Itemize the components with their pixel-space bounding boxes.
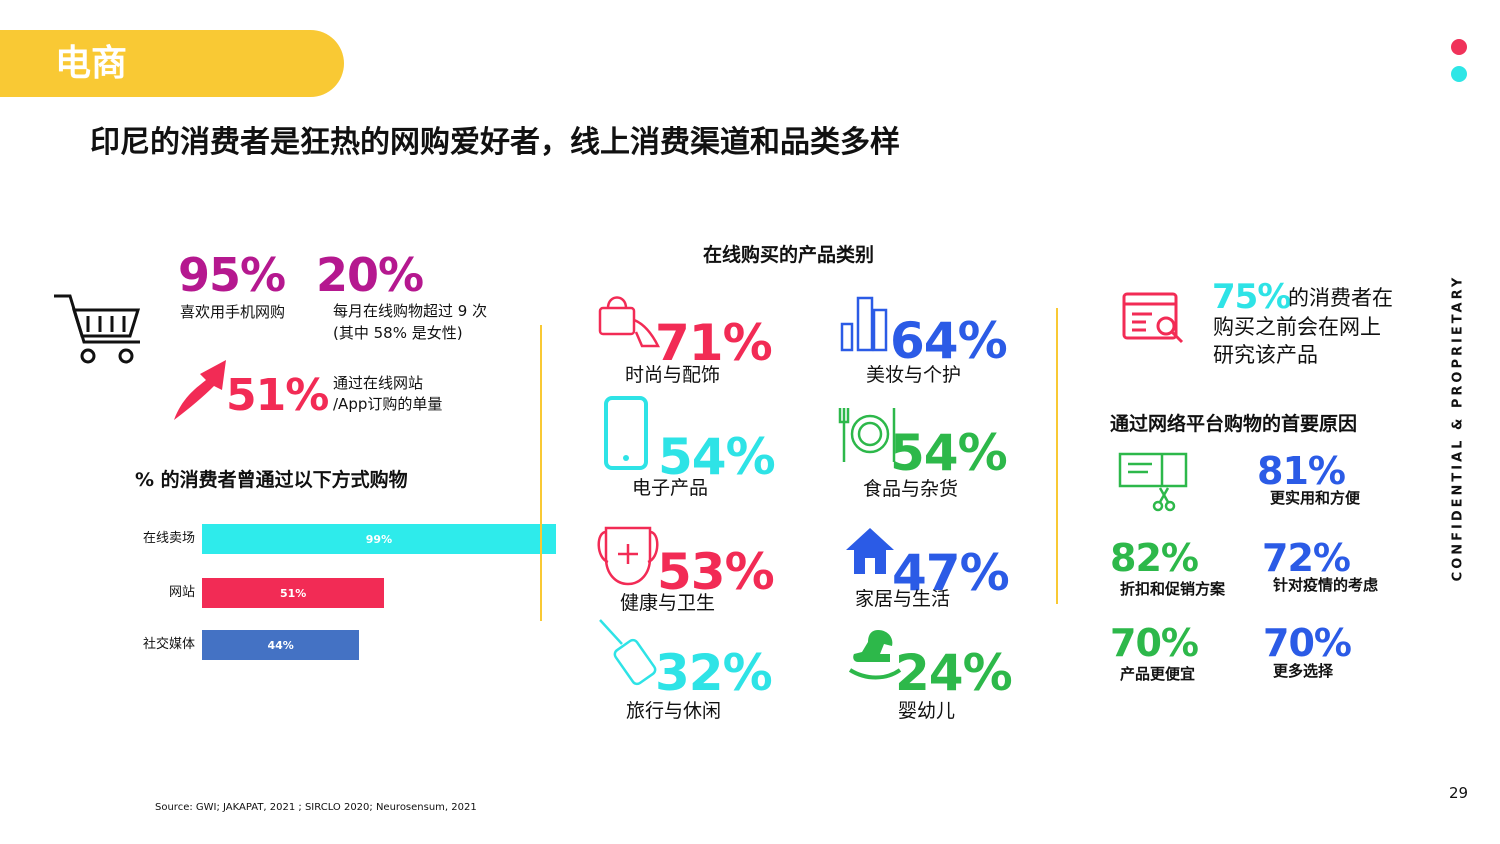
stat-text: 通过在线网站 — [333, 374, 424, 392]
categories-title: 在线购买的产品类别 — [703, 244, 875, 266]
cart-icon — [54, 294, 141, 364]
category-label: 家居与生活 — [855, 588, 951, 610]
page-number: 29 — [1449, 784, 1469, 802]
bar-value-label: 44% — [267, 639, 294, 652]
category-label: 婴幼儿 — [898, 700, 956, 722]
page-title: 印尼的消费者是狂热的网购爱好者，线上消费渠道和品类多样 — [90, 125, 900, 160]
reasons-title: 通过网络平台购物的首要原因 — [1110, 413, 1358, 435]
category-value: 53% — [657, 543, 775, 601]
mask-icon — [597, 526, 659, 586]
arrow-icon — [174, 360, 226, 420]
category-value: 24% — [895, 644, 1013, 702]
horse-icon — [848, 630, 902, 680]
cosmetics-icon — [840, 296, 888, 352]
reason-label: 针对疫情的考虑 — [1273, 576, 1379, 594]
reason-value: 82% — [1110, 536, 1199, 580]
divider — [540, 325, 542, 621]
category-value: 54% — [658, 428, 776, 486]
category-value: 64% — [890, 312, 1008, 370]
category-value: 32% — [655, 644, 773, 702]
category-value: 71% — [655, 314, 773, 372]
bar — [202, 524, 556, 554]
category-value: 47% — [892, 544, 1010, 602]
category-label: 旅行与休闲 — [626, 700, 722, 722]
house-icon — [846, 528, 894, 574]
research-text: 研究该产品 — [1213, 343, 1318, 367]
divider — [1056, 308, 1058, 604]
confidential: CONFIDENTIAL & PROPRIETARY — [1450, 274, 1466, 582]
stat-value: 51% — [226, 370, 329, 421]
category-label: 电子产品 — [632, 477, 709, 499]
category-label: 健康与卫生 — [620, 592, 716, 614]
reason-value: 72% — [1262, 536, 1351, 580]
bar-value-label: 51% — [279, 587, 307, 600]
stat-value: 20% — [316, 248, 424, 302]
category-value: 54% — [890, 424, 1008, 482]
category-label: 食品与杂货 — [863, 478, 959, 500]
bar-label: 网站 — [168, 585, 195, 600]
bar — [202, 630, 360, 660]
bar-label: 社交媒体 — [142, 637, 195, 652]
research-text: 的消费者在 — [1288, 286, 1393, 310]
stat-text: /App订购的单量 — [333, 395, 443, 413]
reason-label: 更多选择 — [1273, 662, 1334, 680]
dining-icon — [838, 408, 896, 462]
reason-label: 折扣和促销方案 — [1120, 580, 1226, 598]
fashion-icon — [598, 296, 661, 348]
bar-value-label: 99% — [365, 533, 393, 546]
section-tab — [0, 30, 344, 97]
reason-value: 70% — [1110, 621, 1199, 665]
bar-chart-title: % 的消费者曾通过以下方式购物 — [135, 469, 408, 491]
bar-label: 在线卖场 — [142, 531, 195, 546]
dot — [1451, 39, 1467, 55]
category-label: 美妆与个护 — [866, 364, 962, 386]
research-icon — [1122, 292, 1184, 344]
reason-label: 产品更便宜 — [1120, 665, 1196, 683]
dot — [1451, 66, 1467, 82]
bar — [202, 578, 385, 608]
section-title: 电商 — [55, 43, 128, 84]
reason-value: 70% — [1263, 621, 1352, 665]
research-text: 购买之前会在网上 — [1213, 315, 1381, 339]
reason-value: 81% — [1257, 449, 1346, 493]
research-value: 75% — [1212, 277, 1291, 317]
category-label: 时尚与配饰 — [625, 364, 721, 386]
stat-text: 每月在线购物超过 9 次 — [333, 302, 488, 320]
reason-label: 更实用和方便 — [1270, 489, 1361, 507]
coupon-icon — [1118, 452, 1188, 512]
phone-icon — [604, 396, 648, 470]
stat-value: 95% — [178, 248, 286, 302]
stat-text: 喜欢用手机网购 — [180, 303, 286, 321]
luggage-icon — [599, 619, 657, 686]
stat-text: (其中 58% 是女性) — [333, 324, 463, 342]
source: Source: GWI; JAKAPAT, 2021 ; SIRCLO 2020… — [155, 802, 477, 813]
